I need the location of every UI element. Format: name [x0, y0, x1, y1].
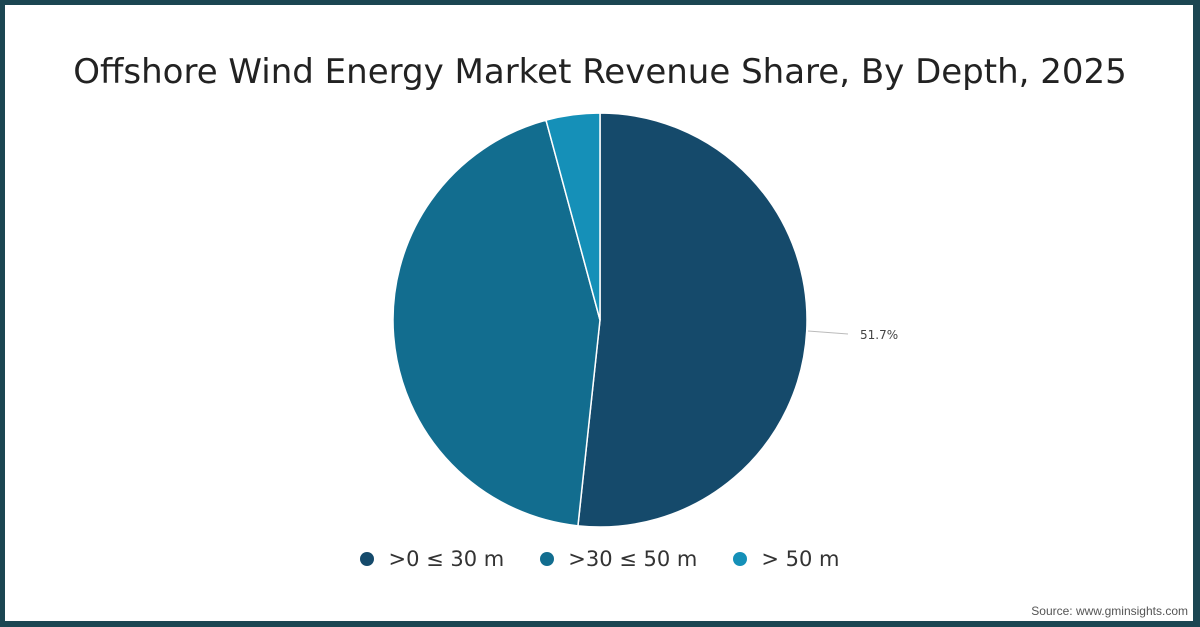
pie-slice-2[interactable] [392, 119, 601, 527]
legend-label: >0 ≤ 30 m [388, 547, 505, 571]
legend-dot-icon [360, 552, 375, 566]
legend-item-0-30m[interactable]: >0 ≤ 30 m [360, 547, 504, 571]
legend-item-over-50m[interactable]: > 50 m [733, 547, 840, 571]
legend-label: > 50 m [761, 547, 840, 571]
pie-slice-1[interactable] [577, 112, 808, 528]
legend-item-30-50m[interactable]: >30 ≤ 50 m [540, 547, 697, 571]
legend-label: >30 ≤ 50 m [568, 547, 698, 571]
legend-dot-icon [733, 552, 748, 566]
data-label-leader-line [807, 330, 849, 335]
legend: >0 ≤ 30 m >30 ≤ 50 m > 50 m [0, 547, 1200, 571]
chart-title: Offshore Wind Energy Market Revenue Shar… [73, 52, 1127, 92]
legend-dot-icon [540, 552, 555, 566]
pie-slice-3[interactable] [545, 112, 601, 321]
source-credit: Source: www.gminsights.com [1031, 604, 1188, 618]
data-label-slice-1: 51.7% [860, 328, 898, 342]
